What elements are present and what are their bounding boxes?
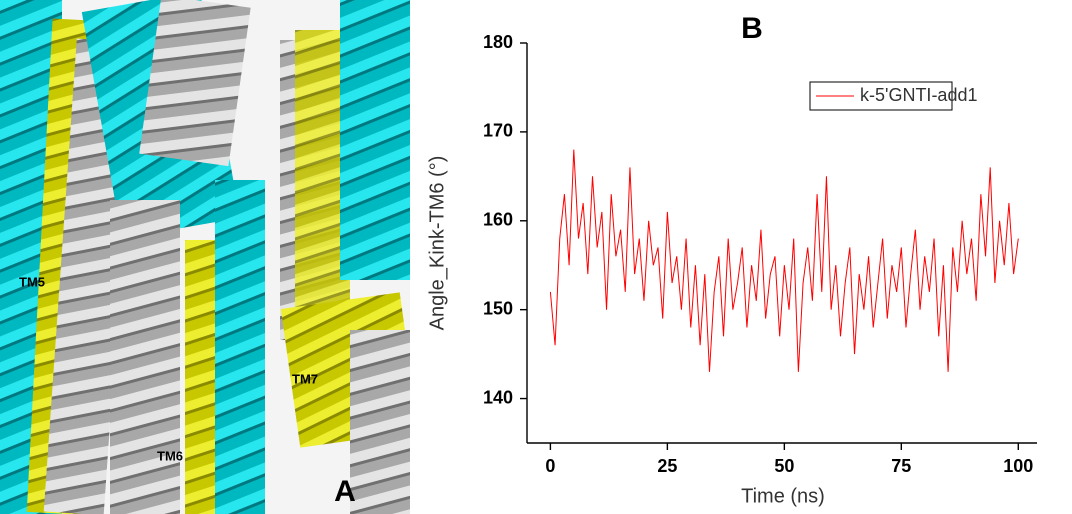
- x-tick-label: 75: [891, 456, 911, 476]
- data-line: [549, 149, 1019, 372]
- helix-label: TM5: [19, 274, 45, 289]
- helix: [350, 330, 410, 514]
- y-tick-label: 180: [483, 32, 513, 52]
- y-tick-label: 160: [483, 210, 513, 230]
- helix-label: TM6: [157, 448, 183, 463]
- legend-label: k-5'GNTI-add1: [860, 85, 977, 105]
- helix: [139, 0, 251, 167]
- protein-structure: TM5 TM6 TM7 A: [0, 0, 410, 514]
- x-tick-label: 50: [774, 456, 794, 476]
- x-tick-label: 100: [1003, 456, 1033, 476]
- x-tick-label: 25: [657, 456, 677, 476]
- x-axis-label: Time (ns): [741, 485, 825, 507]
- helix: [215, 180, 265, 514]
- chart: B Time (ns) Angle_Kink-TM6 (°) 140 150 160…: [426, 12, 1037, 507]
- y-tick-label: 140: [483, 387, 513, 407]
- helix: [340, 0, 410, 280]
- panel-letter: A: [334, 475, 356, 508]
- chart-title: B: [741, 12, 763, 45]
- y-axis-label: Angle_Kink-TM6 (°): [426, 156, 448, 331]
- y-tick-label: 170: [483, 121, 513, 141]
- helix-label: TM7: [292, 371, 318, 386]
- y-tick-label: 150: [483, 298, 513, 318]
- helix: [110, 200, 180, 514]
- x-tick-label: 0: [545, 456, 555, 476]
- legend-box: [809, 81, 953, 111]
